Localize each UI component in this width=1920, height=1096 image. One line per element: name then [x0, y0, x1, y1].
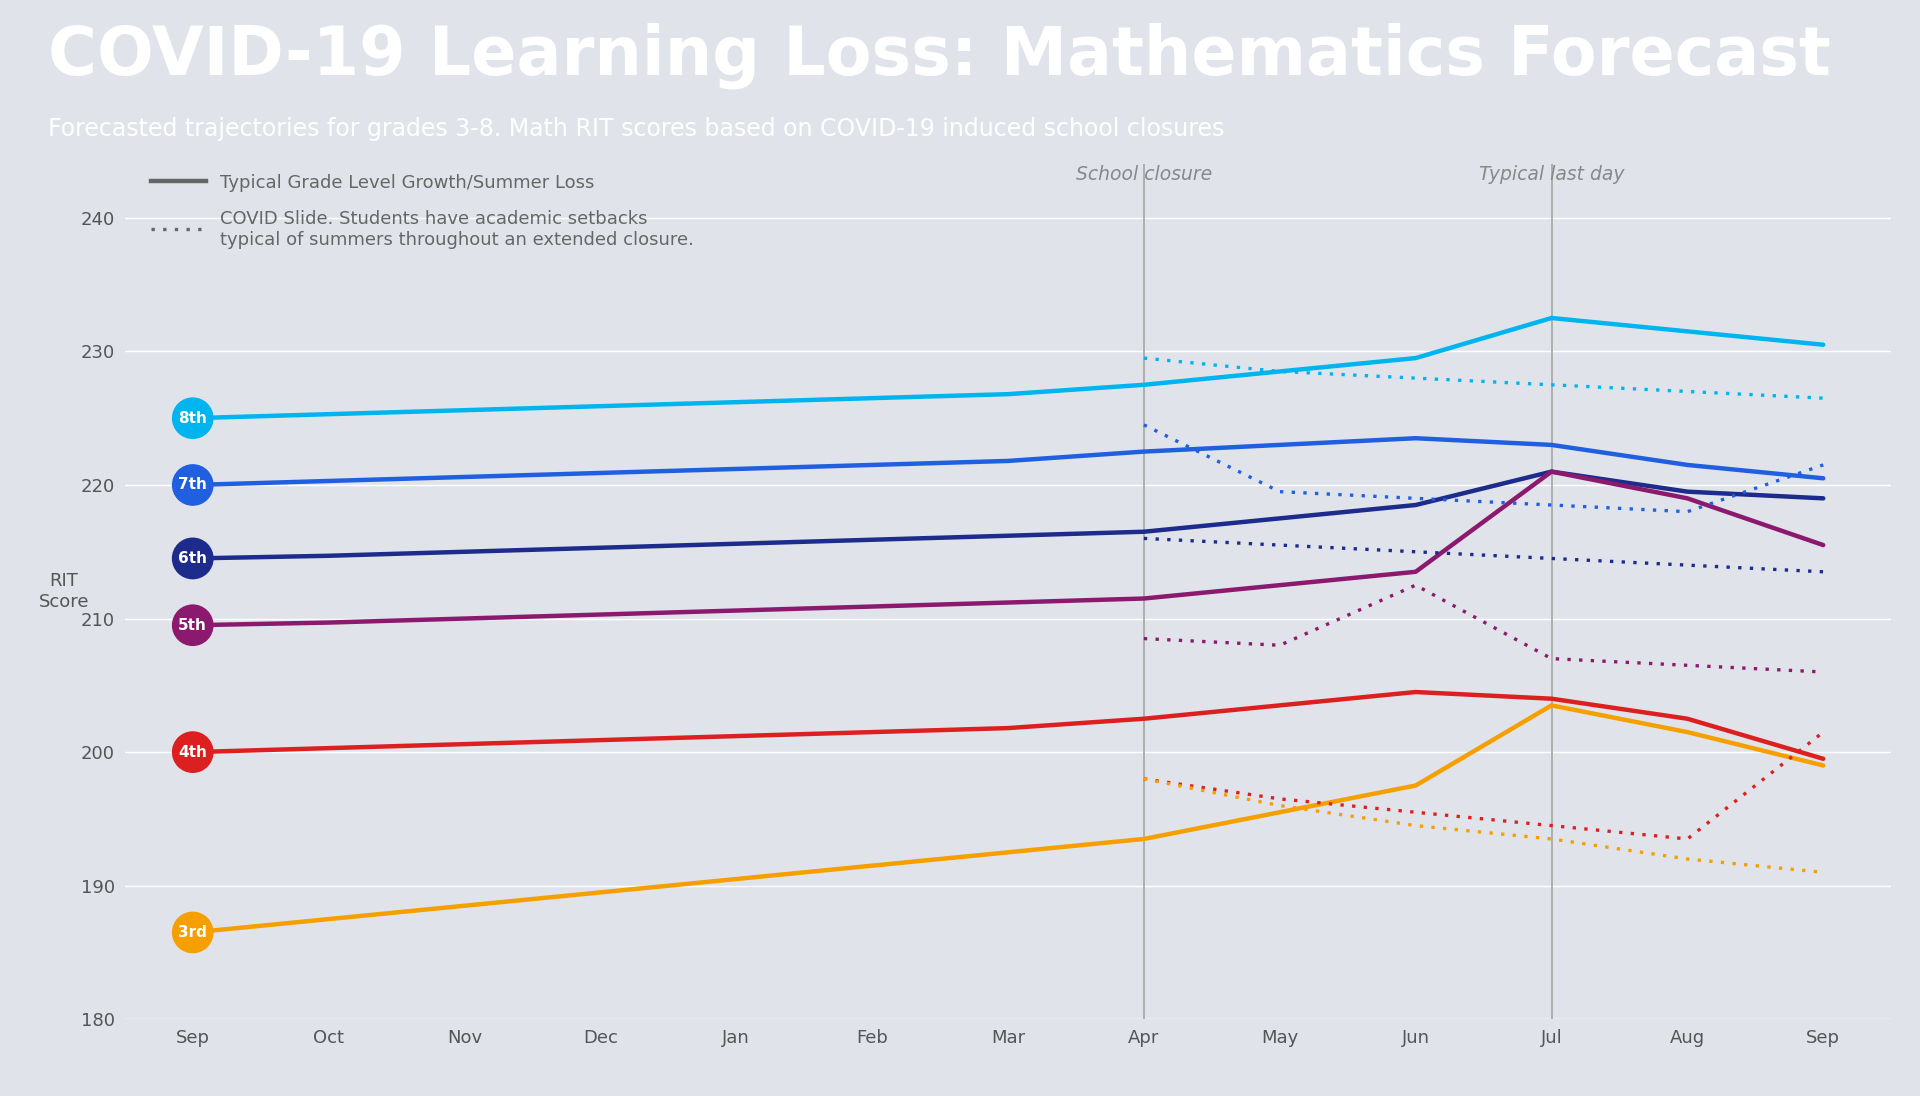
Text: 7th: 7th	[179, 478, 207, 492]
Text: 3rd: 3rd	[179, 925, 207, 940]
Y-axis label: RIT
Score: RIT Score	[38, 572, 90, 612]
Text: School closure: School closure	[1075, 165, 1212, 184]
Text: 6th: 6th	[179, 551, 207, 566]
Legend: Typical Grade Level Growth/Summer Loss, COVID Slide. Students have academic setb: Typical Grade Level Growth/Summer Loss, …	[152, 173, 693, 249]
Text: COVID-19 Learning Loss: Mathematics Forecast: COVID-19 Learning Loss: Mathematics Fore…	[48, 23, 1832, 89]
Text: Typical last day: Typical last day	[1478, 165, 1624, 184]
Text: Forecasted trajectories for grades 3-8. Math RIT scores based on COVID-19 induce: Forecasted trajectories for grades 3-8. …	[48, 116, 1225, 140]
Text: 5th: 5th	[179, 618, 207, 632]
Text: 8th: 8th	[179, 411, 207, 425]
Text: 4th: 4th	[179, 744, 207, 760]
